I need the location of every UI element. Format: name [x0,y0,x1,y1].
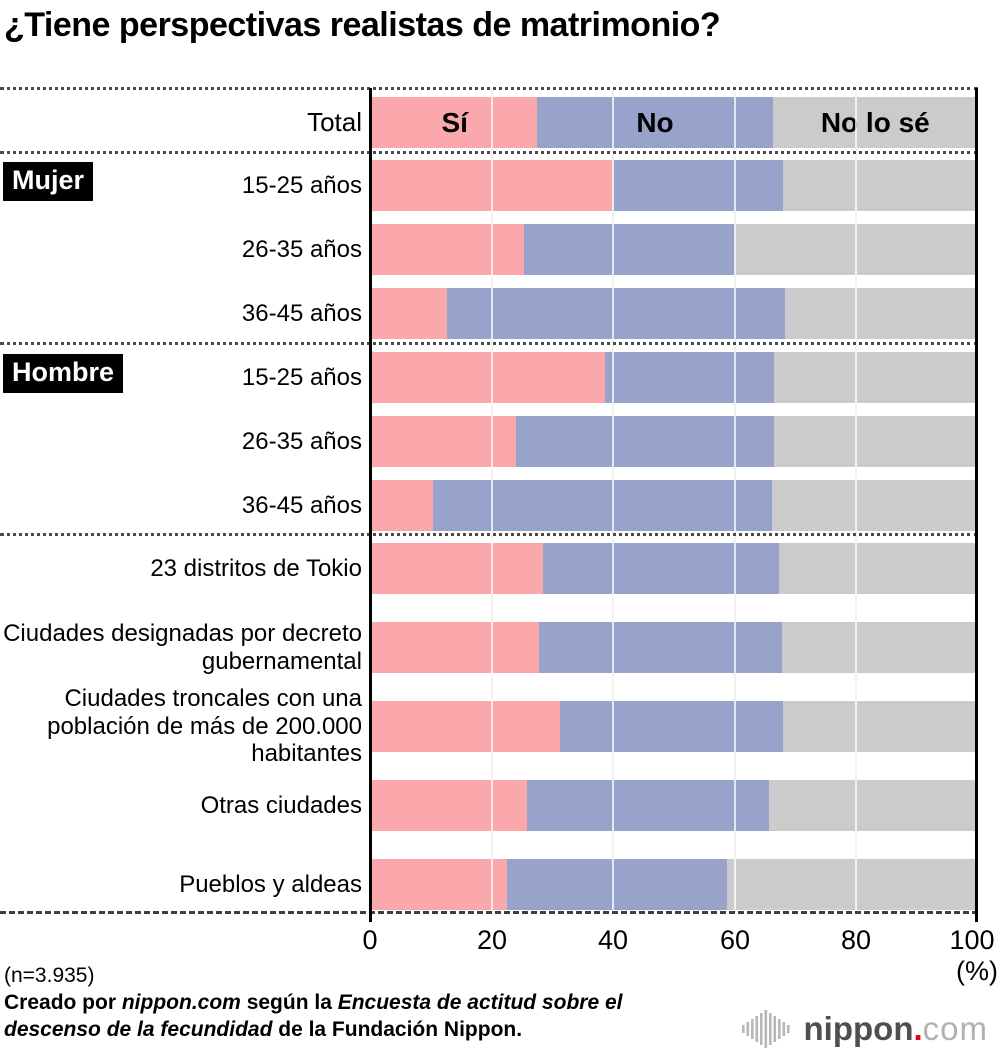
row-label-ciudades-troncales: Ciudades troncales con una población de … [47,684,362,768]
legend-no-lo-se: No lo sé [820,106,930,138]
bar-row-pueblos [372,859,978,910]
x-tick-80: 80 [840,925,872,955]
bar-segment-no [543,543,779,594]
bar-segment-no-lo-se [784,288,978,339]
bar-row-tokio [372,543,978,594]
bar-segment-si: Sí [372,97,538,148]
row-label-pueblos: Pueblos y aldeas [179,870,362,898]
bar-row-otras-ciudades [372,780,978,831]
bar-segment-no-lo-se [774,416,978,467]
bar-segment-no [446,288,785,339]
page-title: ¿Tiene perspectivas realistas de matrimo… [4,6,721,44]
x-tick-60: 60 [719,925,751,955]
bar-segment-no [539,622,783,673]
bar-segment-no [516,416,775,467]
row-label-hombre-15-25: 15-25 años [241,363,362,391]
row-label-tokio: 23 distritos de Tokio [150,554,362,582]
bar-segment-no [605,352,774,403]
bar-row-mujer-26-35 [372,224,978,275]
row-label-otras-ciudades: Otras ciudades [200,791,362,819]
separator-after-mujer [0,342,978,345]
bar-row-mujer-15-25 [372,160,978,211]
separator-after-total [0,151,978,154]
bar-segment-no-lo-se: No lo sé [772,97,978,148]
gridline-overlay-40 [612,88,614,912]
row-label-hombre-36-45: 36-45 años [241,491,362,519]
bar-segment-si [372,780,527,831]
row-label-hombre-26-35: 26-35 años [241,427,362,455]
bar-segment-no [613,160,783,211]
gridline-overlay-60 [734,88,736,912]
logo-red-dot: . [913,1010,923,1047]
bar-row-ciudades-troncales [372,701,978,752]
bar-segment-no [526,780,769,831]
group-badge-hombre: Hombre [3,354,124,393]
x-tick-100: 100 [949,925,995,955]
bar-segment-no-lo-se [773,352,978,403]
bar-segment-si [372,622,540,673]
bar-segment-no [560,701,783,752]
bar-segment-no-lo-se [782,622,978,673]
row-label-ciudades-designadas: Ciudades designadas por decreto gubernam… [3,619,362,675]
bar-row-ciudades-designadas [372,622,978,673]
x-tick-40: 40 [597,925,629,955]
x-axis-unit-label: (%) [956,956,998,986]
row-label-mujer-15-25: 15-25 años [241,171,362,199]
source-credit: Creado por nippon.com según la Encuesta … [4,991,623,1041]
bar-segment-no-lo-se [768,780,978,831]
bar-segment-si [372,352,606,403]
x-tick-20: 20 [476,925,508,955]
logo-brand-text: nippon [803,1010,914,1047]
chart-right-border [975,88,978,922]
bar-segment-si [372,224,525,275]
bar-segment-no-lo-se [782,701,978,752]
bar-segment-si [372,288,447,339]
row-label-mujer-36-45: 36-45 años [241,299,362,327]
waveform-icon [741,1010,790,1048]
bar-row-mujer-36-45 [372,288,978,339]
legend-si: Sí [441,106,468,138]
bar-segment-no-lo-se [778,543,978,594]
bar-segment-no [506,859,727,910]
gridline-overlay-80 [855,88,857,912]
bar-row-hombre-26-35 [372,416,978,467]
x-axis-line [0,911,978,914]
gridline-overlay-20 [491,88,493,912]
bar-row-hombre-36-45 [372,480,978,531]
bar-segment-si [372,480,433,531]
nippon-logo: nippon. com [741,1008,988,1050]
bar-segment-no [524,224,735,275]
logo-tld-text: com [922,1010,988,1047]
separator-top [0,87,978,90]
y-axis-line [369,88,372,922]
bar-segment-si [372,859,507,910]
group-badge-mujer: Mujer [3,162,94,201]
row-label-mujer-26-35: 26-35 años [241,235,362,263]
row-label-total: Total [307,107,362,138]
bar-segment-no-lo-se [771,480,978,531]
separator-after-hombre [0,533,978,536]
bar-segment-no-lo-se [782,160,978,211]
legend-no: No [636,106,674,138]
x-tick-0: 0 [362,925,378,955]
bar-segment-si [372,416,517,467]
bar-segment-si [372,543,544,594]
bar-row-hombre-15-25 [372,352,978,403]
bar-row-total: Sí No No lo sé [372,97,978,148]
bar-segment-no-lo-se [726,859,978,910]
bar-segment-no [432,480,772,531]
bar-segment-no: No [537,97,773,148]
sample-size-label: (n=3.935) [4,964,95,987]
bar-segment-si [372,701,561,752]
